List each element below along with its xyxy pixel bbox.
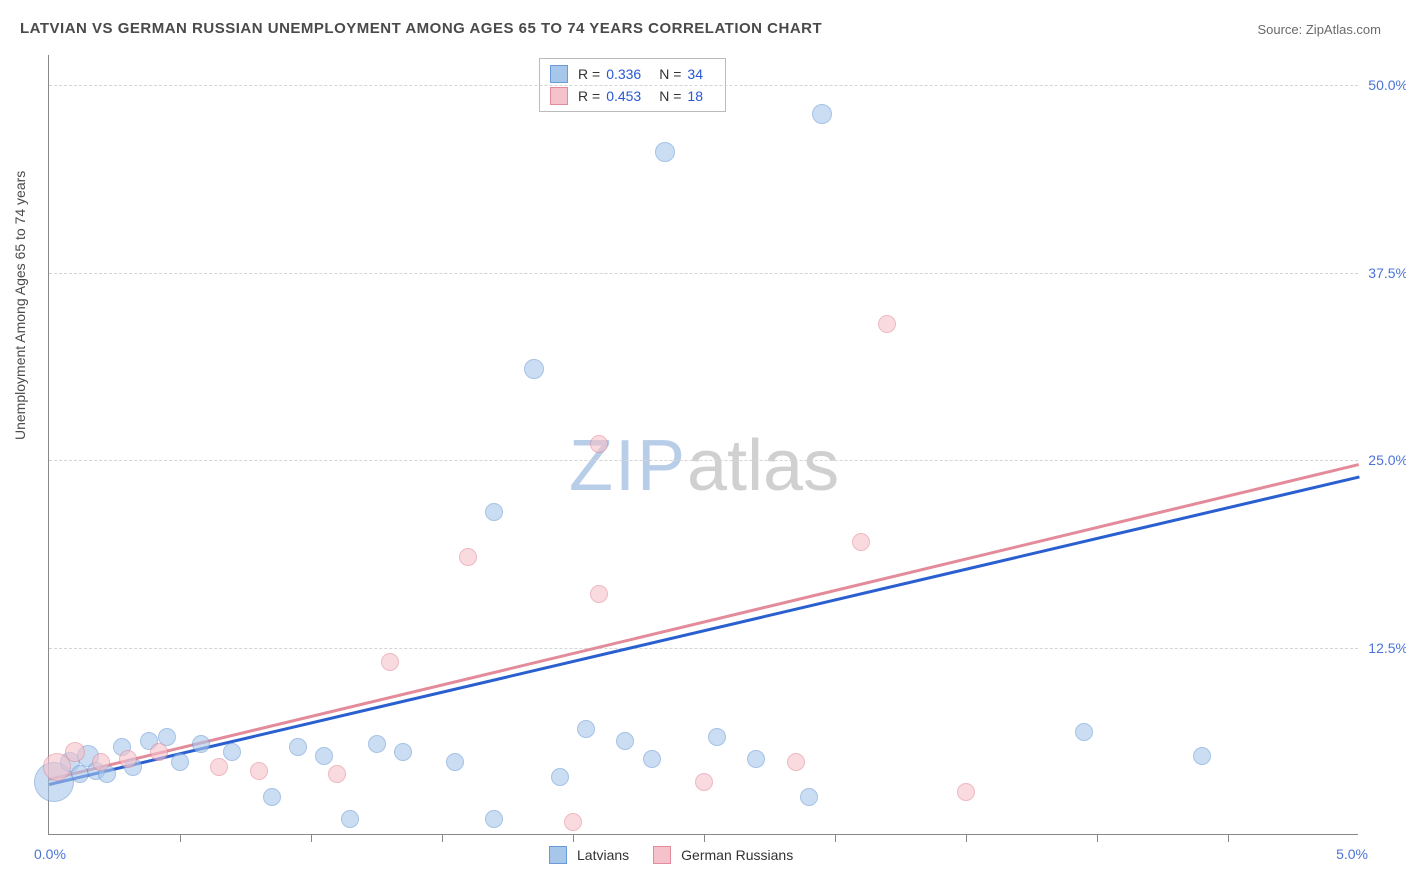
source-value: ZipAtlas.com [1306, 22, 1381, 37]
x-tick [704, 834, 705, 842]
data-point [787, 753, 805, 771]
x-tick [311, 834, 312, 842]
data-point [210, 758, 228, 776]
n-label-1: N = [659, 85, 681, 107]
series-legend: Latvians German Russians [549, 846, 793, 864]
legend-swatch-german-russians [653, 846, 671, 864]
y-tick-label: 50.0% [1363, 77, 1406, 93]
n-value-1: 18 [687, 85, 703, 107]
data-point [459, 548, 477, 566]
legend-label-german-russians: German Russians [681, 847, 793, 863]
gridline [49, 273, 1358, 274]
data-point [524, 359, 544, 379]
r-value-0: 0.336 [606, 63, 641, 85]
chart-container: { "title": "LATVIAN VS GERMAN RUSSIAN UN… [0, 0, 1406, 892]
y-tick-label: 25.0% [1363, 452, 1406, 468]
chart-title: LATVIAN VS GERMAN RUSSIAN UNEMPLOYMENT A… [20, 20, 822, 37]
x-tick [573, 834, 574, 842]
x-tick [835, 834, 836, 842]
stats-row-1: R = 0.453 N = 18 [550, 85, 715, 107]
x-tick [180, 834, 181, 842]
swatch-latvians [550, 65, 568, 83]
x-tick [1228, 834, 1229, 842]
n-label-0: N = [659, 63, 681, 85]
plot-area: ZIPatlas R = 0.336 N = 34 R = 0.453 N = … [48, 55, 1358, 835]
data-point [878, 315, 896, 333]
data-point [315, 747, 333, 765]
data-point [192, 735, 210, 753]
data-point [485, 810, 503, 828]
x-axis-max-label: 5.0% [1336, 846, 1368, 862]
data-point [341, 810, 359, 828]
data-point [551, 768, 569, 786]
n-value-0: 34 [687, 63, 703, 85]
y-tick-label: 37.5% [1363, 265, 1406, 281]
watermark: ZIPatlas [569, 425, 839, 507]
data-point [590, 435, 608, 453]
data-point [695, 773, 713, 791]
data-point [289, 738, 307, 756]
stats-row-0: R = 0.336 N = 34 [550, 63, 715, 85]
data-point [708, 728, 726, 746]
gridline [49, 85, 1358, 86]
data-point [171, 753, 189, 771]
r-value-1: 0.453 [606, 85, 641, 107]
data-point [655, 142, 675, 162]
data-point [223, 743, 241, 761]
legend-swatch-latvians [549, 846, 567, 864]
watermark-zip: ZIP [569, 426, 687, 506]
data-point [852, 533, 870, 551]
data-point [616, 732, 634, 750]
source-label: Source: [1257, 22, 1305, 37]
data-point [564, 813, 582, 831]
r-label-0: R = [578, 63, 600, 85]
data-point [590, 585, 608, 603]
data-point [446, 753, 464, 771]
x-tick [1097, 834, 1098, 842]
data-point [957, 783, 975, 801]
watermark-atlas: atlas [687, 426, 839, 506]
x-tick [442, 834, 443, 842]
r-label-1: R = [578, 85, 600, 107]
gridline [49, 460, 1358, 461]
swatch-german-russians [550, 87, 568, 105]
data-point [119, 750, 137, 768]
gridline [49, 648, 1358, 649]
data-point [65, 742, 85, 762]
data-point [328, 765, 346, 783]
x-axis-min-label: 0.0% [34, 846, 66, 862]
data-point [150, 743, 168, 761]
source-attribution: Source: ZipAtlas.com [1257, 22, 1381, 37]
y-tick-label: 12.5% [1363, 640, 1406, 656]
data-point [250, 762, 268, 780]
legend-item-german-russians: German Russians [653, 846, 793, 864]
data-point [800, 788, 818, 806]
data-point [92, 753, 110, 771]
data-point [577, 720, 595, 738]
data-point [643, 750, 661, 768]
trend-line [49, 475, 1360, 785]
x-tick [966, 834, 967, 842]
data-point [368, 735, 386, 753]
data-point [485, 503, 503, 521]
data-point [381, 653, 399, 671]
y-axis-label: Unemployment Among Ages 65 to 74 years [12, 171, 28, 440]
legend-item-latvians: Latvians [549, 846, 629, 864]
trend-line [49, 463, 1360, 780]
data-point [394, 743, 412, 761]
data-point [1193, 747, 1211, 765]
data-point [812, 104, 832, 124]
data-point [747, 750, 765, 768]
legend-label-latvians: Latvians [577, 847, 629, 863]
data-point [1075, 723, 1093, 741]
data-point [263, 788, 281, 806]
